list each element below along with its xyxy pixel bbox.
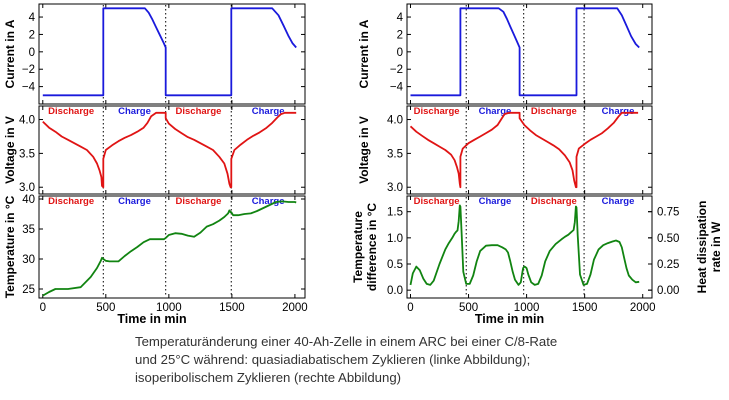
x-tick-label: 500 (459, 302, 478, 314)
y-tick-label: 3.0 (19, 182, 35, 194)
y-tick-label: 4 (397, 12, 404, 24)
x-tick-label: 1000 (156, 302, 182, 314)
y-tick-label: 3.5 (387, 148, 403, 160)
y-tick-label: 4 (29, 12, 36, 24)
y-tick-label: 2 (29, 29, 35, 41)
phase-label: Discharge (531, 106, 577, 117)
y-tick-label: 3.5 (19, 148, 35, 160)
x-tick-label: 500 (96, 302, 115, 314)
y-tick-label: 0.0 (387, 285, 403, 297)
plot-frame (38, 195, 306, 299)
series-line (42, 7, 297, 97)
phase-label: Charge (118, 106, 151, 117)
x-tick-label: 1500 (572, 302, 598, 314)
y-tick-label: 1.5 (387, 207, 403, 219)
y-tick-label: 30 (22, 254, 35, 266)
phase-label: Discharge (48, 106, 94, 117)
chart-panel-right-middle: Discharge Charge Discharge Charge 3.0 3.5 4.0 V… (357, 105, 653, 195)
y-axis-label: Current in A (3, 19, 17, 88)
caption-line-1: Temperaturänderung einer 40-Ah-Zelle in … (135, 334, 558, 349)
y-axis-label: Temperature in °C (3, 195, 17, 298)
chart-panel-left-middle: Discharge Charge Discharge Charge 3.0 3.5 4.0V… (3, 105, 306, 195)
chart-panel-right-bottom: Discharge Charge Discharge Charge 0.0 0.5 1.0 1… (351, 195, 723, 326)
x-axis-label: Time in min (475, 312, 544, 326)
y2-tick-label: 0.00 (657, 285, 679, 297)
caption-line-2: und 25°C während: quasiadiabatischem Zyk… (135, 352, 531, 367)
phase-label: Discharge (414, 196, 460, 207)
y-tick-label: 0 (397, 47, 403, 59)
x-tick-label: 2000 (282, 302, 308, 314)
x-tick-label: 2000 (630, 302, 656, 314)
x-axis-label: Time in min (117, 312, 186, 326)
phase-label: Discharge (176, 196, 222, 207)
phase-label: Discharge (176, 106, 222, 117)
y2-axis-label: rate in W (709, 221, 723, 272)
series-line (409, 204, 640, 286)
y-tick-label: −2 (22, 64, 35, 76)
x-tick-label: 1000 (514, 302, 540, 314)
phase-label: Charge (118, 196, 151, 207)
figure-caption: Temperaturänderung einer 40-Ah-Zelle in … (135, 333, 695, 387)
y-axis-label: Voltage in V (3, 116, 17, 184)
y-tick-label: 2 (397, 29, 403, 41)
chart-panel-left-top: −4 −2 0 2 4 Current in A (3, 3, 306, 105)
y-tick-label: −4 (22, 82, 36, 94)
phase-label: Charge (252, 196, 285, 207)
phase-label: Discharge (414, 106, 460, 117)
chart-panel-right-top: −4 −2 0 2 4 Current in A (357, 3, 653, 105)
x-tick-label: 0 (40, 302, 46, 314)
y-tick-label: 1.0 (387, 233, 403, 245)
y-tick-label: 3.0 (387, 182, 403, 194)
plot-frame (38, 3, 306, 105)
y-tick-label: −4 (390, 82, 404, 94)
y-axis-label: Voltage in V (357, 116, 371, 184)
phase-label: Charge (252, 106, 285, 117)
y2-tick-label: 0.25 (657, 259, 679, 271)
plot-frame (406, 195, 653, 299)
y-tick-label: 35 (22, 224, 35, 236)
y-tick-label: 4.0 (387, 115, 403, 127)
y-tick-label: 0.5 (387, 259, 403, 271)
y2-tick-label: 0.50 (657, 233, 679, 245)
y-tick-label: 4.0 (19, 115, 35, 127)
y-tick-label: 25 (22, 284, 35, 296)
y2-tick-label: 0.75 (657, 207, 679, 219)
plot-frame (38, 105, 306, 195)
series-line (409, 111, 639, 189)
y-axis-label: Temperature (351, 211, 365, 283)
caption-line-3: isoperibolischem Zyklieren (rechte Abbil… (135, 370, 402, 385)
series-line (410, 7, 640, 97)
y-tick-label: 0 (29, 47, 35, 59)
y-tick-label: 40 (22, 194, 35, 206)
plot-frame (406, 105, 653, 195)
chart-panel-left-bottom: Discharge Charge Discharge Charge 25 30 35 40 0 5… (3, 194, 308, 326)
y-axis-label: Current in A (357, 19, 371, 88)
y-axis-label: difference in °C (365, 203, 379, 291)
y2-axis-label: Heat dissipation (695, 201, 709, 294)
phase-label: Charge (479, 106, 512, 117)
phase-label: Charge (602, 196, 635, 207)
series-line (42, 111, 297, 189)
series-line (42, 200, 297, 297)
y-tick-label: −2 (390, 64, 403, 76)
phase-label: Charge (602, 106, 635, 117)
x-tick-label: 1500 (219, 302, 245, 314)
phase-label: Charge (479, 196, 512, 207)
x-tick-label: 0 (407, 302, 413, 314)
phase-label: Discharge (531, 196, 577, 207)
plot-frame (406, 3, 653, 105)
phase-label: Discharge (48, 196, 94, 207)
